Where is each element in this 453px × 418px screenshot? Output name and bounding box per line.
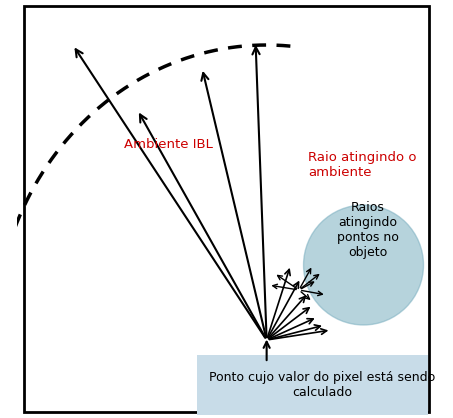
Text: Ponto cujo valor do pixel está sendo
calculado: Ponto cujo valor do pixel está sendo cal… xyxy=(209,371,435,399)
Circle shape xyxy=(304,205,424,325)
Text: Ambiente IBL: Ambiente IBL xyxy=(124,138,212,151)
FancyBboxPatch shape xyxy=(24,6,429,412)
Text: Raios
atingindo
pontos no
objeto: Raios atingindo pontos no objeto xyxy=(337,201,399,259)
FancyBboxPatch shape xyxy=(198,355,428,415)
Text: Raio atingindo o
ambiente: Raio atingindo o ambiente xyxy=(308,151,417,179)
